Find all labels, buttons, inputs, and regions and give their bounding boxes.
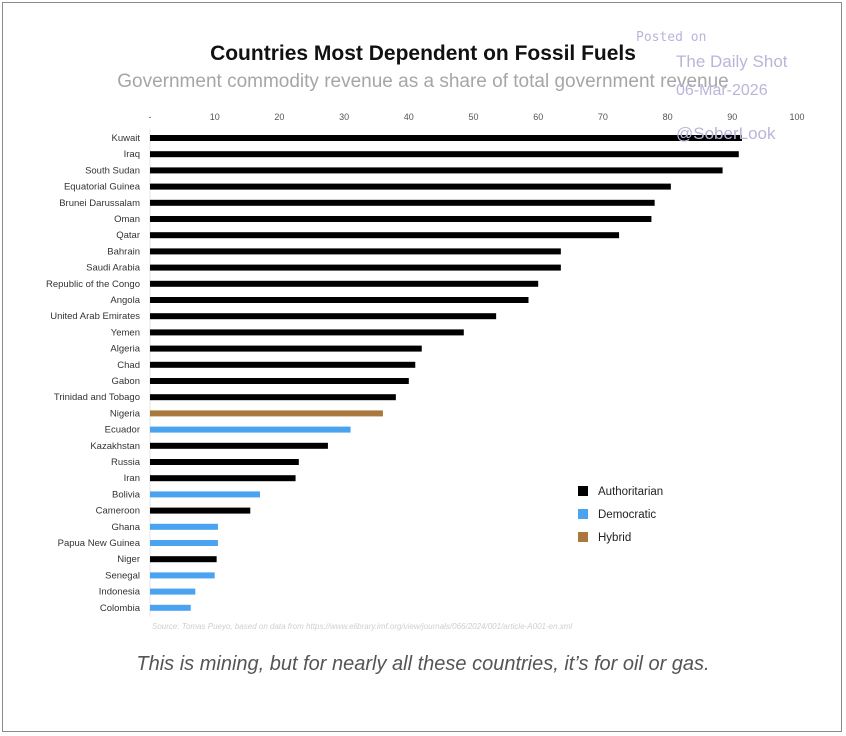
category-label: Iran — [124, 473, 140, 484]
legend: Authoritarian Democratic Hybrid — [578, 486, 663, 544]
bar — [150, 556, 217, 563]
bar — [150, 329, 464, 336]
x-tick-label: - — [149, 112, 152, 122]
category-label: Indonesia — [99, 587, 141, 598]
watermark-site: The Daily Shot — [676, 52, 788, 71]
bar — [150, 410, 383, 417]
category-label: Oman — [114, 214, 140, 225]
bar — [150, 491, 260, 498]
category-label: Gabon — [111, 376, 140, 387]
category-label: Papua New Guinea — [58, 538, 141, 549]
x-tick-label: 50 — [468, 112, 478, 122]
bar — [150, 588, 196, 595]
bar — [150, 540, 218, 546]
category-label: United Arab Emirates — [50, 311, 140, 322]
watermark-handle: @SoberLook — [676, 124, 776, 143]
bar-chart: - 10 20 30 40 50 60 70 80 90 100 Kuwait Iraq South S… — [46, 112, 805, 617]
category-label: Ecuador — [105, 425, 140, 436]
bar — [150, 280, 539, 287]
bar — [150, 442, 328, 449]
bar — [150, 378, 409, 384]
category-label: Colombia — [100, 603, 141, 614]
x-axis: - 10 20 30 40 50 60 70 80 90 100 — [149, 112, 805, 617]
x-tick-label: 70 — [598, 112, 608, 122]
bar — [150, 426, 351, 433]
category-labels: Kuwait Iraq South Sudan Equatorial Guinea Br… — [46, 133, 141, 614]
bar — [150, 264, 561, 271]
category-label: Ghana — [111, 522, 140, 533]
legend-swatch — [578, 532, 588, 542]
bar — [150, 394, 396, 401]
category-label: Niger — [117, 554, 140, 565]
category-label: Republic of the Congo — [46, 279, 140, 290]
caption: This is mining, but for nearly all these… — [136, 653, 710, 675]
watermark-posted: Posted on — [636, 30, 707, 45]
x-tick-label: 80 — [663, 112, 673, 122]
category-label: Nigeria — [110, 408, 141, 419]
bar — [150, 232, 620, 239]
category-label: Kuwait — [111, 133, 140, 144]
bar — [150, 183, 671, 190]
bar — [150, 135, 743, 141]
x-tick-label: 10 — [210, 112, 220, 122]
bars — [150, 135, 743, 611]
bar — [150, 345, 422, 352]
category-label: Chad — [117, 360, 140, 371]
category-label: Bahrain — [107, 246, 140, 257]
x-tick-label: 90 — [727, 112, 737, 122]
legend-swatch — [578, 509, 588, 519]
bar — [150, 459, 299, 465]
bar — [150, 248, 561, 255]
bar — [150, 199, 655, 206]
category-label: Cameroon — [96, 506, 140, 517]
category-label: Equatorial Guinea — [64, 182, 141, 193]
x-tick-label: 40 — [404, 112, 414, 122]
category-label: Saudi Arabia — [86, 263, 141, 274]
chart-source: Source: Tomas Pueyo, based on data from … — [152, 622, 573, 631]
bar — [150, 216, 652, 222]
x-tick-label: 60 — [533, 112, 543, 122]
category-label: South Sudan — [85, 165, 140, 176]
category-label: Yemen — [111, 327, 140, 338]
category-label: Iraq — [124, 149, 140, 160]
legend-label: Hybrid — [598, 532, 631, 544]
category-label: Bolivia — [112, 489, 141, 500]
chart-title: Countries Most Dependent on Fossil Fuels — [210, 42, 636, 65]
category-label: Qatar — [116, 230, 140, 241]
watermark-date: 06-Mar-2026 — [676, 82, 768, 99]
category-label: Russia — [111, 457, 141, 468]
x-tick-label: 20 — [274, 112, 284, 122]
bar — [150, 523, 218, 530]
bar — [150, 297, 529, 303]
bar — [150, 572, 215, 579]
category-label: Senegal — [105, 570, 140, 581]
category-label: Algeria — [110, 344, 140, 355]
bar — [150, 313, 497, 320]
legend-swatch — [578, 486, 588, 496]
legend-label: Democratic — [598, 509, 656, 521]
bar — [150, 507, 251, 514]
category-label: Kazakhstan — [90, 441, 140, 452]
legend-label: Authoritarian — [598, 486, 663, 498]
x-tick-label: 30 — [339, 112, 349, 122]
category-label: Angola — [110, 295, 140, 306]
x-tick-label: 100 — [789, 112, 804, 122]
bar — [150, 604, 191, 611]
category-label: Brunei Darussalam — [59, 198, 140, 209]
chart-subtitle: Government commodity revenue as a share … — [117, 71, 729, 92]
bar — [150, 151, 739, 158]
category-label: Trinidad and Tobago — [54, 392, 140, 403]
bar — [150, 167, 723, 174]
bar — [150, 361, 416, 368]
bar — [150, 475, 296, 482]
